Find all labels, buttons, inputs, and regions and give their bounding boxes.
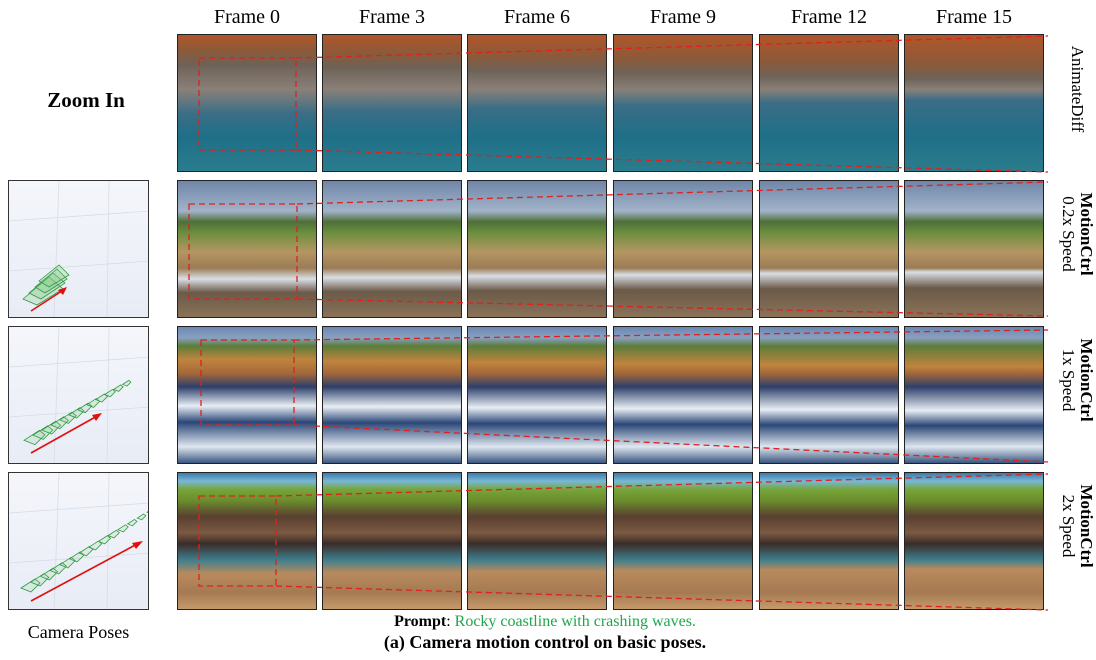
- camera-frustum: [87, 540, 103, 551]
- camera-frustum: [67, 407, 85, 419]
- frame-header-9: Frame 9: [649, 6, 717, 28]
- video-frame-thumbnail: [759, 472, 899, 610]
- frame-header-6: Frame 6: [503, 6, 571, 28]
- camera-pose-panel-1x: [8, 326, 149, 464]
- video-frame-thumbnail: [904, 472, 1044, 610]
- camera-frustum: [112, 384, 124, 392]
- frame-header-12: Frame 12: [790, 6, 868, 28]
- camera-frustum: [97, 535, 112, 545]
- video-frame-thumbnail: [904, 326, 1044, 464]
- video-frame-thumbnail: [613, 326, 753, 464]
- video-frame-thumbnail: [467, 472, 607, 610]
- prompt-line: Prompt: Rocky coastline with crashing wa…: [394, 613, 696, 630]
- camera-frustum: [39, 567, 59, 581]
- camera-frustum: [94, 393, 109, 403]
- video-frame-thumbnail: [759, 326, 899, 464]
- video-frame-thumbnail: [322, 34, 462, 172]
- prompt-text: Rocky coastline with crashing waves.: [454, 613, 696, 630]
- camera-pose-panel-0.2x: [8, 180, 149, 318]
- video-frame-thumbnail: [759, 180, 899, 318]
- video-frame-thumbnail: [467, 180, 607, 318]
- camera-frustum: [146, 511, 148, 514]
- camera-frustum: [121, 379, 132, 387]
- video-frame-thumbnail: [177, 472, 317, 610]
- camera-frustum: [117, 524, 129, 533]
- camera-pose-plot: [9, 473, 148, 609]
- camera-frustum: [32, 425, 54, 440]
- prompt-key: Prompt: [394, 613, 447, 630]
- camera-pose-plot: [9, 327, 148, 463]
- video-frame-thumbnail: [904, 180, 1044, 318]
- camera-frustum: [50, 416, 69, 430]
- frame-header-15: Frame 15: [935, 6, 1013, 28]
- video-frame-thumbnail: [177, 180, 317, 318]
- camera-frustum: [78, 546, 94, 557]
- camera-frustum: [107, 529, 120, 539]
- camera-pose-panel-2x: [8, 472, 149, 610]
- camera-frustum: [58, 411, 77, 424]
- video-frame-thumbnail: [613, 472, 753, 610]
- video-frame-thumbnail: [177, 34, 317, 172]
- video-frame-thumbnail: [322, 326, 462, 464]
- video-frame-thumbnail: [467, 34, 607, 172]
- video-frame-thumbnail: [613, 34, 753, 172]
- camera-frustum: [126, 518, 138, 527]
- camera-frustum: [136, 513, 147, 521]
- video-frame-thumbnail: [322, 472, 462, 610]
- camera-frustum: [23, 429, 46, 446]
- figure-caption: (a) Camera motion control on basic poses…: [383, 632, 707, 652]
- camera-frustum: [41, 420, 62, 435]
- camera-frustum: [103, 388, 116, 398]
- video-frame-thumbnail: [467, 326, 607, 464]
- video-frame-thumbnail: [322, 180, 462, 318]
- video-frame-thumbnail: [759, 34, 899, 172]
- video-frame-thumbnail: [613, 180, 753, 318]
- frame-header-3: Frame 3: [358, 6, 426, 28]
- camera-pose-plot: [9, 181, 148, 317]
- frame-header-0: Frame 0: [213, 6, 281, 28]
- camera-poses-label: Camera Poses: [27, 622, 130, 642]
- video-frame-thumbnail: [904, 34, 1044, 172]
- zoom-in-title: Zoom In: [47, 88, 125, 112]
